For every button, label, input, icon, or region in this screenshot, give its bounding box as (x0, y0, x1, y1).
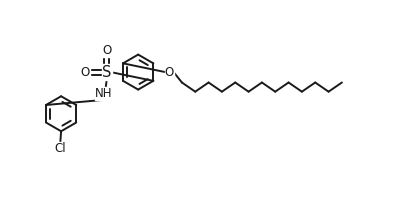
Text: S: S (102, 64, 112, 80)
Text: O: O (165, 66, 174, 79)
Text: O: O (81, 66, 90, 79)
Text: NH: NH (95, 87, 112, 100)
Text: O: O (102, 44, 112, 57)
Text: Cl: Cl (54, 142, 66, 155)
